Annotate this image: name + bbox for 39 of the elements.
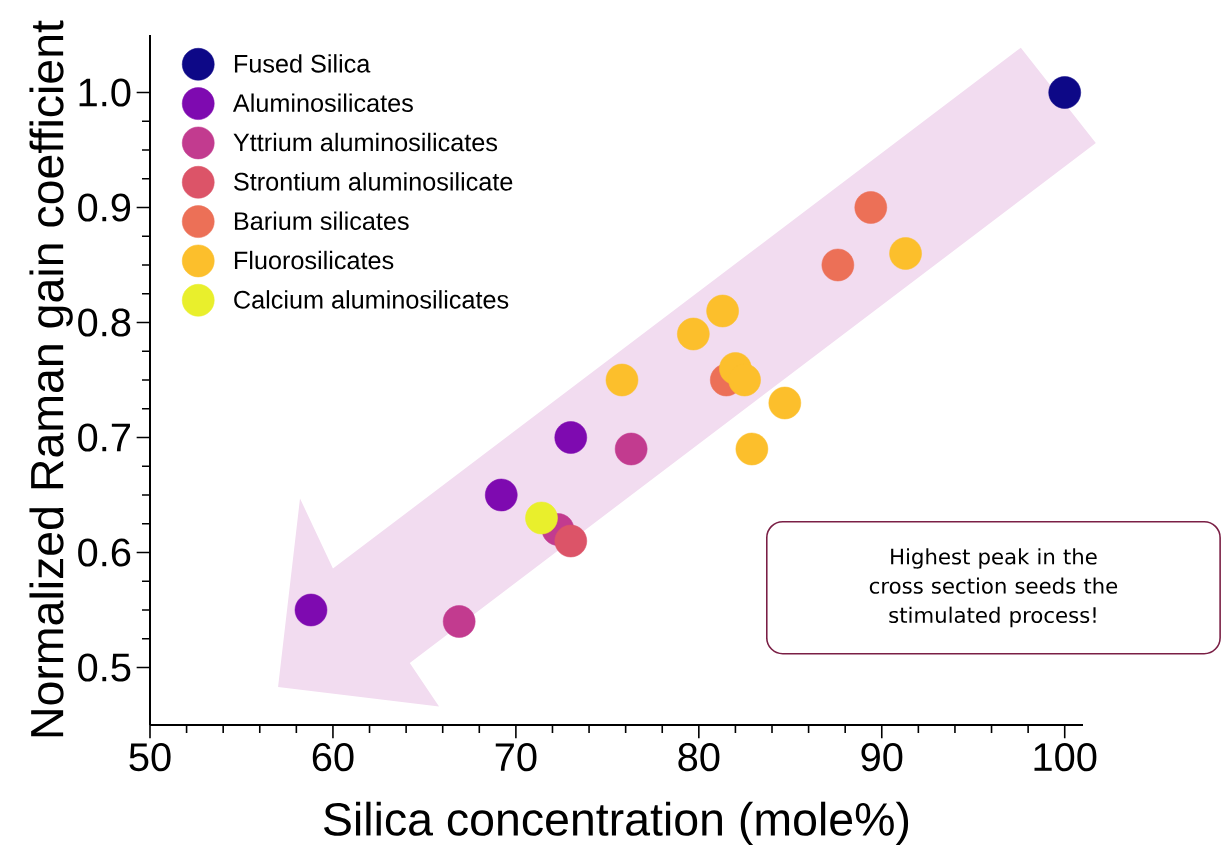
point	[554, 524, 588, 558]
point	[677, 317, 710, 351]
legend-label: Fluorosilicates	[234, 250, 394, 270]
y-tick-label: 0.9	[78, 193, 131, 222]
y-tick-label: 0.6	[78, 538, 131, 567]
annotation: Highest peak in the cross section seeds the stimulated process!	[869, 548, 1118, 628]
x-tick-label: 70	[495, 743, 537, 772]
legend-label: Strontium aluminosilicate	[234, 172, 513, 191]
point	[525, 501, 558, 535]
point	[889, 237, 922, 270]
x-tick-label: 90	[861, 743, 903, 772]
x-tick-label: 80	[678, 743, 720, 772]
y-tick-label: 0.8	[78, 308, 131, 337]
point	[1048, 76, 1081, 109]
legend-label: Barium silicates	[234, 211, 409, 231]
x-tick-label: 50	[129, 743, 171, 772]
point	[294, 593, 328, 627]
point	[821, 248, 855, 282]
legend-label: Fused Silica	[234, 54, 371, 73]
point	[706, 294, 739, 328]
y-tick-label: 0.7	[78, 423, 130, 452]
legend-label: Yttrium aluminosilicates	[233, 132, 498, 152]
point	[728, 363, 761, 397]
x-tick-label: 60	[312, 743, 354, 772]
legend-label: Calcium aluminosilicates	[234, 290, 509, 309]
x-tick-label: 100	[1034, 743, 1097, 772]
point	[484, 478, 518, 512]
x-axis-title: Silica concentration (mole%)	[324, 801, 909, 846]
point	[614, 432, 648, 466]
y-tick-label: 0.5	[78, 653, 131, 682]
point	[442, 605, 476, 638]
point	[768, 386, 802, 420]
point	[854, 191, 888, 224]
y-axis-title: Normalized Raman gain coefficient	[29, 20, 73, 737]
point	[554, 421, 588, 454]
point	[735, 432, 769, 466]
legend-label: Aluminosilicates	[232, 93, 413, 113]
point	[605, 363, 639, 397]
y-tick-label: 1.0	[79, 78, 131, 107]
